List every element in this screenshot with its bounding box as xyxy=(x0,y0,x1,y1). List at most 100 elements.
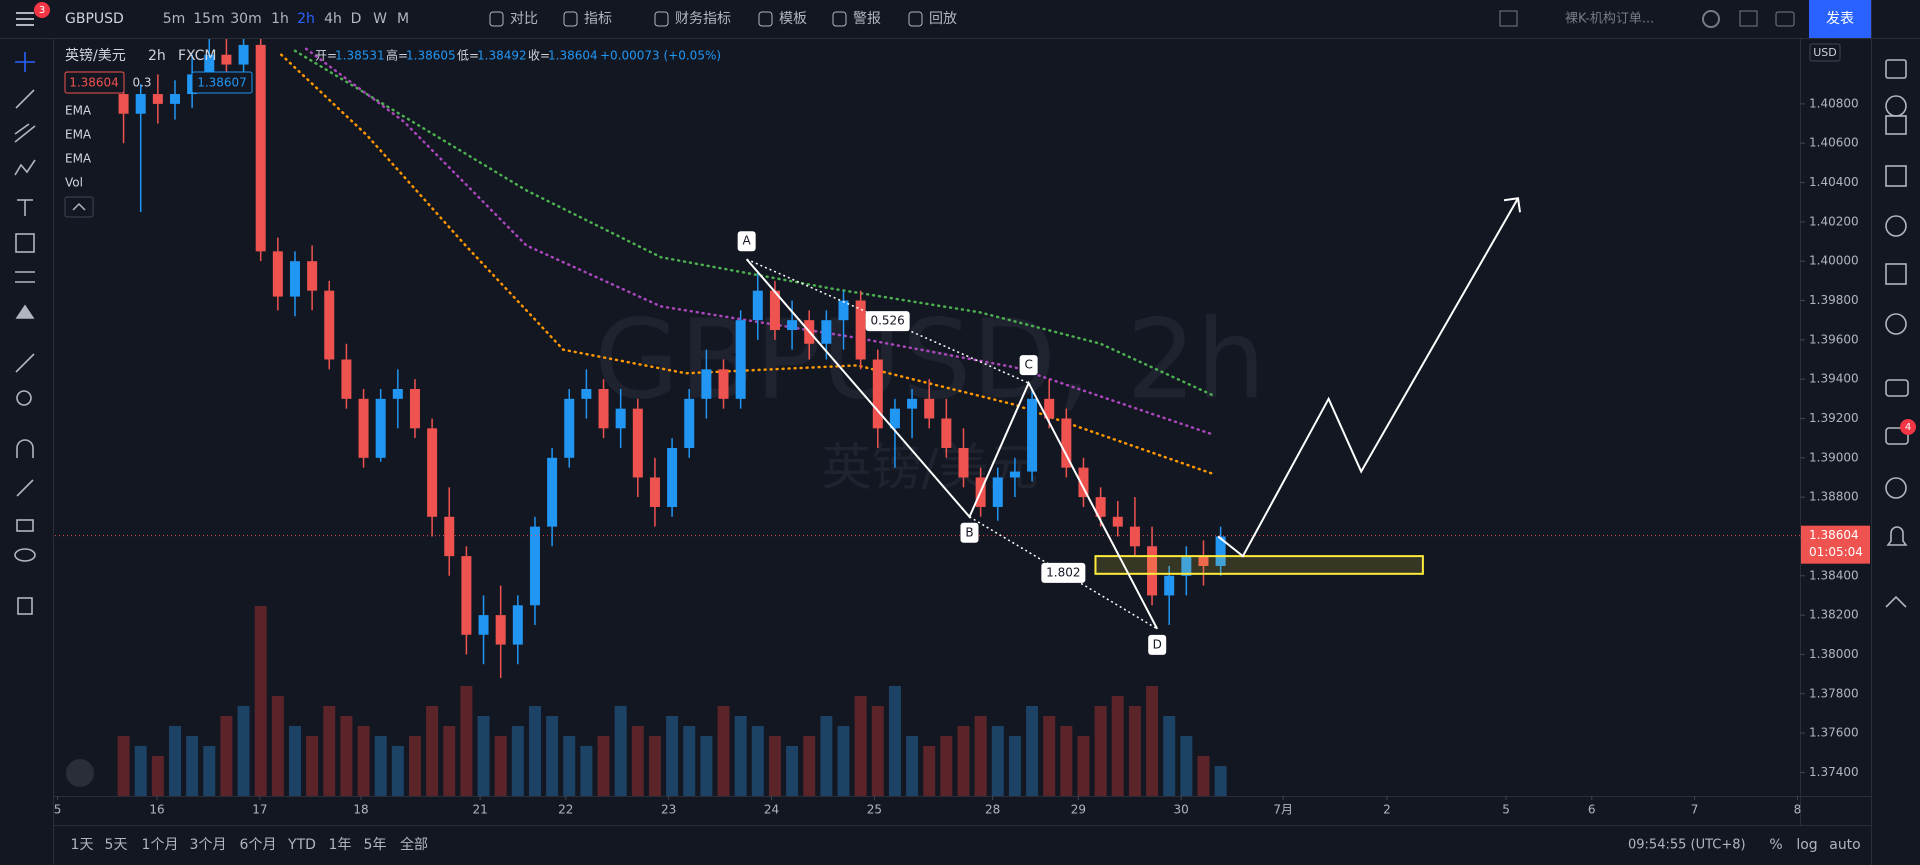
volume-bar xyxy=(580,746,593,796)
measure-tool[interactable] xyxy=(15,271,35,283)
menu-icon[interactable] xyxy=(16,12,34,26)
streams-icon[interactable] xyxy=(1885,477,1907,499)
ideas-icon[interactable] xyxy=(1885,313,1907,335)
currency-box[interactable] xyxy=(1809,43,1841,62)
collapse-legend[interactable] xyxy=(64,196,94,218)
text-tool[interactable] xyxy=(17,199,33,216)
timeframe[interactable]: D xyxy=(351,11,362,27)
time-tick-label: 25 xyxy=(867,803,882,817)
delete-tool[interactable] xyxy=(17,597,33,615)
tool-label[interactable]: 财务指标 xyxy=(675,11,731,27)
indicator-label[interactable]: EMA xyxy=(65,104,92,118)
tool-label[interactable]: 警报 xyxy=(853,11,881,27)
ratio-box xyxy=(865,311,910,332)
candle-body xyxy=(1215,536,1226,566)
expand-icon[interactable] xyxy=(1739,10,1758,27)
range-button[interactable]: 3个月 xyxy=(190,837,227,853)
calendar-icon[interactable] xyxy=(1885,263,1907,285)
visibility-tool[interactable] xyxy=(14,548,36,562)
tool-icon[interactable] xyxy=(908,11,923,27)
notifications-icon[interactable] xyxy=(1886,526,1908,546)
volume-bar xyxy=(151,756,164,796)
candle-body xyxy=(547,457,558,527)
timeframe[interactable]: 2h xyxy=(297,11,315,27)
timeframe[interactable]: M xyxy=(397,11,409,27)
tool-label[interactable]: 模板 xyxy=(779,11,807,27)
timeframe[interactable]: W xyxy=(373,11,387,27)
fib-tool[interactable] xyxy=(14,123,36,143)
volume-bar xyxy=(1197,756,1210,796)
range-button[interactable]: 5年 xyxy=(364,837,387,853)
hotlist-icon[interactable] xyxy=(1885,215,1907,237)
indicator-label[interactable]: Vol xyxy=(65,176,83,190)
timeframe[interactable]: 4h xyxy=(324,11,342,27)
publish-button-bg[interactable] xyxy=(1809,0,1871,38)
candle-body xyxy=(684,398,695,448)
news-icon[interactable] xyxy=(1885,165,1907,187)
volume-bar xyxy=(923,746,936,796)
volume-bar xyxy=(408,736,421,796)
ask-box[interactable] xyxy=(191,71,253,94)
camera-icon[interactable] xyxy=(1775,11,1795,27)
zoom-tool[interactable] xyxy=(16,390,32,406)
range-button[interactable]: 全部 xyxy=(400,836,428,853)
magnet-tool[interactable] xyxy=(16,439,34,458)
arrow-tool[interactable] xyxy=(15,304,35,319)
symbol[interactable]: GBPUSD xyxy=(65,11,124,27)
scale-option[interactable]: auto xyxy=(1829,837,1861,853)
bid-price[interactable]: 1.38604 xyxy=(69,76,119,90)
volume-bar xyxy=(563,736,576,796)
ruler-tool[interactable] xyxy=(15,353,35,373)
data-window-icon[interactable] xyxy=(1885,115,1907,135)
countdown-label: 01:05:04 xyxy=(1809,545,1863,559)
tool-icon[interactable] xyxy=(654,11,669,27)
watchlist-icon[interactable] xyxy=(1885,59,1907,79)
shape-tool[interactable] xyxy=(15,233,35,253)
messages-icon[interactable] xyxy=(1885,427,1909,445)
settings-icon[interactable] xyxy=(1702,10,1720,28)
scale-option[interactable]: % xyxy=(1769,837,1782,853)
layout-name[interactable]: 裸K-机构订单... xyxy=(1565,12,1654,27)
volume-bar xyxy=(443,726,456,796)
range-button[interactable]: 1个月 xyxy=(142,837,179,853)
crosshair-tool[interactable] xyxy=(15,52,35,72)
indicator-label[interactable]: EMA xyxy=(65,128,92,142)
range-button[interactable]: YTD xyxy=(287,837,316,853)
range-button[interactable]: 1年 xyxy=(329,837,352,853)
range-button[interactable]: 5天 xyxy=(105,837,128,853)
timeframe[interactable]: 15m xyxy=(193,11,224,27)
pattern-tool[interactable] xyxy=(14,159,36,176)
chart-area[interactable]: GBPUSD, 2h英镑/美元1.374001.376001.378001.38… xyxy=(54,39,1870,817)
candle-body xyxy=(889,408,900,429)
bid-box[interactable] xyxy=(64,71,125,94)
trendline-tool[interactable] xyxy=(15,89,35,109)
range-button[interactable]: 6个月 xyxy=(240,837,277,853)
indicator-label[interactable]: EMA xyxy=(65,152,92,166)
chat-icon[interactable] xyxy=(1885,379,1909,397)
volume-bar xyxy=(357,726,370,796)
tool-icon[interactable] xyxy=(758,11,773,27)
timeframe[interactable]: 5m xyxy=(163,11,186,27)
range-button[interactable]: 1天 xyxy=(71,837,94,853)
timeframe[interactable]: 1h xyxy=(271,11,289,27)
ohlc-label: 收= xyxy=(528,49,550,63)
collapse-icon[interactable] xyxy=(1885,595,1907,608)
lock-tool[interactable] xyxy=(16,519,34,532)
tool-icon[interactable] xyxy=(832,11,847,27)
ask-price[interactable]: 1.38607 xyxy=(197,76,247,90)
tool-icon[interactable] xyxy=(489,11,504,27)
tool-label[interactable]: 回放 xyxy=(929,11,957,27)
timeframe[interactable]: 30m xyxy=(230,11,261,27)
currency[interactable]: USD xyxy=(1813,46,1837,59)
tool-label[interactable]: 对比 xyxy=(510,11,538,27)
draw-mode-tool[interactable] xyxy=(16,479,34,497)
scale-option[interactable]: log xyxy=(1796,837,1817,853)
fullscreen-icon[interactable] xyxy=(1499,10,1518,27)
price-tick-label: 1.38400 xyxy=(1809,568,1859,582)
publish-button[interactable]: 发表 xyxy=(1826,11,1854,27)
point-label: B xyxy=(965,525,973,539)
tool-icon[interactable] xyxy=(563,11,578,27)
tool-label[interactable]: 指标 xyxy=(584,11,612,27)
logo[interactable] xyxy=(66,759,94,787)
collapse-arrow[interactable] xyxy=(72,202,86,211)
